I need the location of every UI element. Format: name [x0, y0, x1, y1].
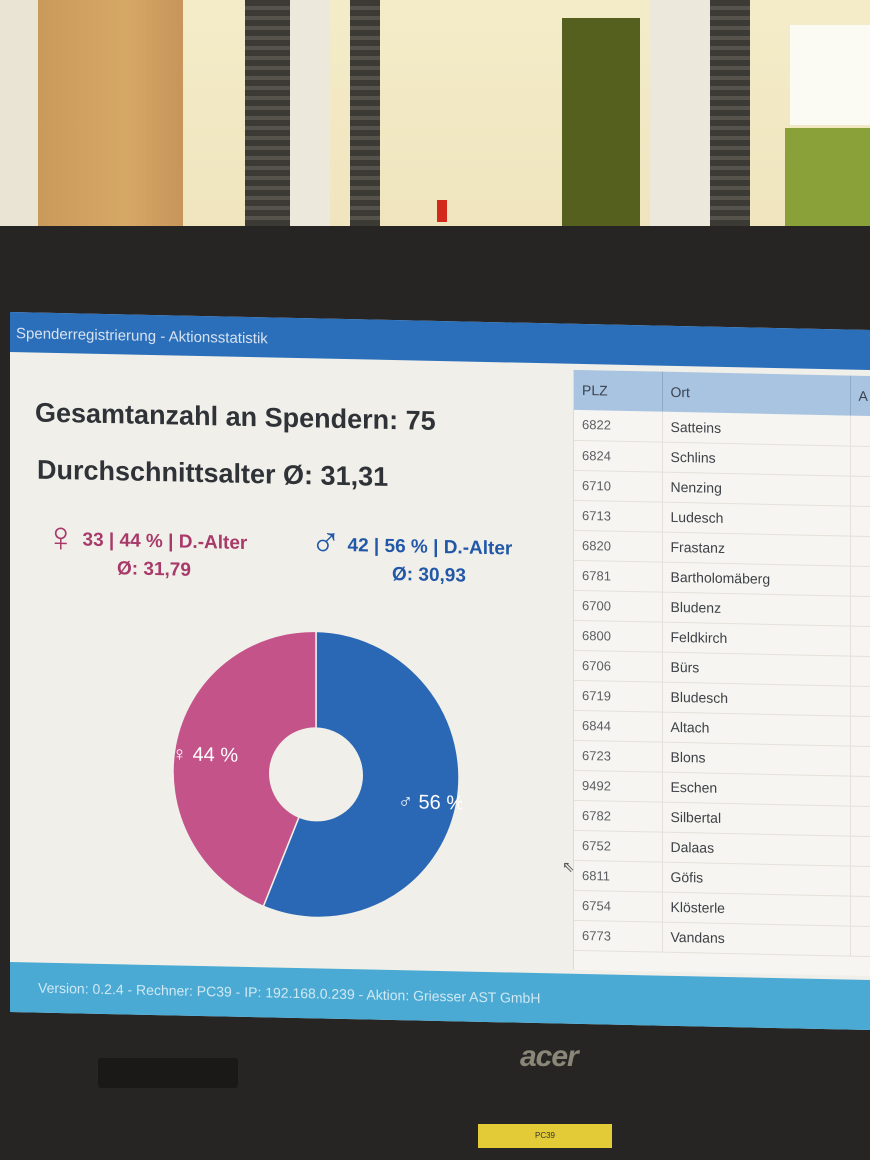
cell-extra: [850, 505, 870, 537]
cell-extra: [850, 565, 870, 597]
cell-ort: Bartholomäberg: [662, 561, 850, 596]
column-header-plz[interactable]: PLZ: [574, 369, 662, 412]
cell-ort: Schlins: [662, 441, 850, 476]
cell-ort: Bludenz: [662, 591, 850, 626]
statistics-panel: Gesamtanzahl an Spendern: 75 Durchschnit…: [10, 352, 565, 974]
cell-ort: Frastanz: [662, 531, 850, 566]
cell-ort: Bürs: [662, 651, 850, 686]
red-cup: [437, 200, 447, 222]
total-donors: Gesamtanzahl an Spendern: 75: [35, 397, 436, 436]
cell-ort: Klösterle: [662, 891, 850, 926]
cell-plz: 6844: [574, 709, 662, 742]
table-row[interactable]: 6773 Vandans: [574, 919, 870, 957]
green-panel: [562, 18, 640, 228]
asset-label: PC39: [478, 1124, 612, 1148]
cell-extra: [850, 475, 870, 507]
cell-extra: [850, 895, 870, 927]
donut-hole: [269, 727, 363, 822]
cell-plz: 6723: [574, 739, 662, 772]
mouse-cursor-icon: ⇖: [562, 858, 575, 876]
cell-extra: [850, 595, 870, 627]
male-stats: ♂ 42 | 56 % | D.-Alter Ø: 30,93: [310, 518, 512, 588]
cell-plz: 6700: [574, 589, 662, 622]
column-header-3[interactable]: A: [850, 375, 870, 417]
cell-ort: Bludesch: [662, 681, 850, 716]
cell-extra: [850, 805, 870, 837]
shelf: [350, 0, 380, 228]
cell-extra: [850, 445, 870, 477]
cell-extra: [850, 865, 870, 897]
cell-plz: 6754: [574, 889, 662, 922]
cell-plz: 6782: [574, 799, 662, 832]
cell-plz: 6706: [574, 649, 662, 682]
cell-extra: [850, 535, 870, 567]
cell-ort: Altach: [662, 711, 850, 746]
postal-code-table[interactable]: PLZ Ort A 6822 Satteins 6824 Schlins 6710 Nen…: [573, 369, 870, 977]
gender-donut-chart: ♀ 44 % ♂ 56 %: [172, 628, 462, 919]
door: [38, 0, 183, 228]
cell-extra: [850, 655, 870, 687]
cell-extra: [850, 715, 870, 747]
cell-extra: [850, 745, 870, 777]
shelf: [245, 0, 290, 228]
cell-extra: [850, 685, 870, 717]
app-window: Spenderregistrierung - Aktionsstatistik …: [10, 312, 870, 1031]
cell-ort: Vandans: [662, 921, 850, 956]
cell-plz: 6752: [574, 829, 662, 862]
window: [790, 25, 870, 125]
cell-plz: 6800: [574, 619, 662, 652]
cell-ort: Nenzing: [662, 471, 850, 506]
wall: [0, 0, 38, 230]
cell-plz: 6773: [574, 919, 662, 952]
cell-plz: 6710: [574, 469, 662, 502]
cell-plz: 6824: [574, 439, 662, 472]
shelf: [710, 0, 750, 228]
female-stats-line1: 33 | 44 % | D.-Alter: [82, 529, 248, 554]
bezel-slot: [98, 1058, 238, 1088]
main-content: Gesamtanzahl an Spendern: 75 Durchschnit…: [10, 352, 870, 980]
cell-ort: Blons: [662, 741, 850, 776]
cell-ort: Feldkirch: [662, 621, 850, 656]
female-slice-label: ♀ 44 %: [172, 743, 238, 766]
cell-extra: [850, 415, 870, 447]
cell-extra: [850, 925, 870, 957]
cell-ort: Göfis: [662, 861, 850, 896]
cell-plz: 6713: [574, 499, 662, 532]
cell-ort: Dalaas: [662, 831, 850, 866]
cell-plz: 6820: [574, 529, 662, 562]
female-slice[interactable]: [172, 628, 317, 908]
cell-plz: 9492: [574, 769, 662, 802]
male-icon: ♂: [310, 518, 342, 566]
pillar: [290, 0, 330, 228]
average-age: Durchschnittsalter Ø: 31,31: [37, 454, 389, 492]
female-stats: ♀ 33 | 44 % | D.-Alter Ø: 31,79: [45, 513, 247, 583]
table-header-row: PLZ Ort A: [574, 369, 870, 417]
background-room-photo: [0, 0, 870, 240]
green-partition: [785, 128, 870, 228]
cell-ort: Satteins: [662, 411, 850, 446]
cell-plz: 6811: [574, 859, 662, 892]
column-header-ort[interactable]: Ort: [662, 371, 850, 416]
cell-plz: 6822: [574, 409, 662, 442]
cell-ort: Eschen: [662, 771, 850, 806]
cell-extra: [850, 625, 870, 657]
male-slice-label: ♂ 56 %: [398, 791, 462, 814]
cell-ort: Silbertal: [662, 801, 850, 836]
cell-ort: Ludesch: [662, 501, 850, 536]
cell-plz: 6719: [574, 679, 662, 712]
male-stats-line1: 42 | 56 % | D.-Alter: [347, 535, 513, 560]
cell-extra: [850, 775, 870, 807]
female-icon: ♀: [45, 512, 77, 561]
cell-plz: 6781: [574, 559, 662, 592]
cell-extra: [850, 835, 870, 867]
brand-logo: acer: [520, 1040, 579, 1073]
